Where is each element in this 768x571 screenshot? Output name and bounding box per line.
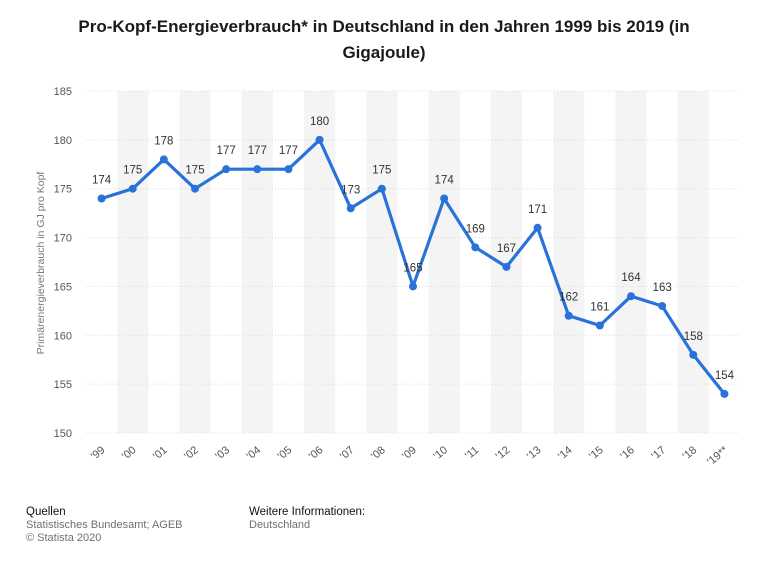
- data-point: [502, 262, 511, 271]
- data-label: 175: [185, 165, 204, 177]
- data-point: [346, 204, 355, 213]
- data-point: [159, 155, 168, 164]
- data-point: [377, 184, 386, 193]
- data-point: [128, 184, 137, 193]
- x-tick-label: '17: [649, 444, 668, 462]
- data-point: [564, 311, 573, 320]
- background-band: [615, 91, 647, 433]
- data-label: 180: [310, 116, 329, 128]
- data-label: 171: [528, 204, 547, 216]
- data-point: [720, 389, 729, 398]
- y-tick-labels: 150 155 160 165 170 175 180 185: [54, 86, 72, 440]
- x-tick-label: '02: [182, 444, 201, 462]
- data-label: 169: [466, 223, 485, 235]
- data-point: [689, 350, 698, 359]
- x-tick-label: '15: [587, 444, 606, 462]
- x-tick-label: '05: [276, 444, 295, 462]
- background-band: [677, 91, 709, 433]
- x-tick-label: '18: [681, 444, 700, 462]
- sources-block: Quellen Statistisches Bundesamt; AGEB © …: [26, 506, 183, 545]
- data-label: 163: [653, 282, 672, 294]
- data-label: 177: [279, 145, 298, 157]
- sources-text: Statistisches Bundesamt; AGEB: [26, 519, 183, 531]
- x-tick-label: '14: [556, 444, 575, 462]
- x-tick-label: '16: [618, 444, 637, 462]
- data-point: [315, 135, 324, 144]
- y-tick-label: 160: [54, 330, 72, 342]
- data-label: 174: [92, 174, 112, 186]
- data-label: 161: [590, 302, 609, 314]
- x-tick-label: '03: [213, 444, 232, 462]
- line-chart: 150 155 160 165 170 175 180 185 '99 '00 '01 '02 '03…: [35, 86, 740, 468]
- data-points: [97, 135, 729, 398]
- x-tick-label: '10: [431, 444, 450, 462]
- background-band: [241, 91, 273, 433]
- y-tick-label: 175: [54, 184, 72, 196]
- y-tick-label: 165: [54, 281, 72, 293]
- data-label: 158: [684, 331, 703, 343]
- data-label: 162: [559, 292, 578, 304]
- data-point: [595, 321, 604, 330]
- x-tick-label: '09: [400, 444, 419, 462]
- data-point: [658, 301, 667, 310]
- data-labels: 174 175 178 175 177 177 177 180 173 175 165 174 169 1…: [92, 116, 735, 382]
- data-point: [533, 223, 542, 232]
- sources-heading: Quellen: [26, 506, 66, 518]
- data-point: [222, 165, 231, 174]
- x-tick-label: '01: [151, 444, 170, 462]
- data-label: 175: [123, 165, 142, 177]
- data-point: [253, 165, 262, 174]
- background-band: [117, 91, 149, 433]
- info-heading: Weitere Informationen:: [249, 506, 366, 518]
- data-label: 174: [435, 174, 455, 186]
- x-tick-label: '00: [120, 444, 139, 462]
- y-tick-label: 180: [54, 135, 72, 147]
- background-band: [366, 91, 398, 433]
- data-label: 177: [217, 145, 236, 157]
- data-point: [284, 165, 293, 174]
- x-tick-label: '99: [89, 444, 108, 462]
- data-point: [409, 282, 417, 291]
- y-tick-label: 185: [54, 86, 72, 98]
- x-tick-label: '13: [525, 444, 544, 462]
- data-label: 177: [248, 145, 267, 157]
- x-tick-labels: '99 '00 '01 '02 '03 '04 '05 '06 '07 '08 '09 '10 '11 '…: [89, 444, 731, 468]
- x-tick-label: '08: [369, 444, 388, 462]
- y-tick-label: 150: [54, 428, 72, 440]
- data-point: [191, 184, 199, 193]
- copyright-text[interactable]: © Statista 2020: [26, 532, 102, 544]
- x-tick-label: '06: [307, 444, 326, 462]
- x-tick-label: '04: [245, 444, 264, 462]
- background-band: [428, 91, 460, 433]
- y-tick-label: 155: [54, 379, 72, 391]
- y-tick-label: 170: [54, 233, 72, 245]
- data-label: 173: [341, 184, 360, 196]
- x-tick-label: '11: [463, 444, 481, 462]
- x-tick-label: '07: [338, 444, 357, 462]
- background-band: [490, 91, 522, 433]
- x-tick-label: '19**: [705, 444, 731, 468]
- chart-title: Pro-Kopf-Energieverbrauch* in Deutschlan…: [78, 17, 690, 62]
- data-point: [471, 243, 480, 252]
- x-tick-label: '12: [494, 444, 513, 462]
- y-axis-label: Primärenergieverbrauch in GJ pro Kopf: [35, 172, 47, 355]
- data-point: [627, 292, 635, 301]
- data-label: 167: [497, 243, 516, 255]
- data-label: 154: [715, 370, 735, 382]
- data-label: 175: [372, 165, 391, 177]
- data-label: 164: [621, 272, 641, 284]
- data-point: [97, 194, 106, 203]
- background-band: [179, 91, 211, 433]
- data-label: 165: [403, 262, 422, 274]
- info-text: Deutschland: [249, 519, 311, 531]
- data-point: [440, 194, 449, 203]
- background-band: [553, 91, 585, 433]
- info-block: Weitere Informationen: Deutschland: [249, 506, 365, 532]
- data-label: 178: [154, 135, 173, 147]
